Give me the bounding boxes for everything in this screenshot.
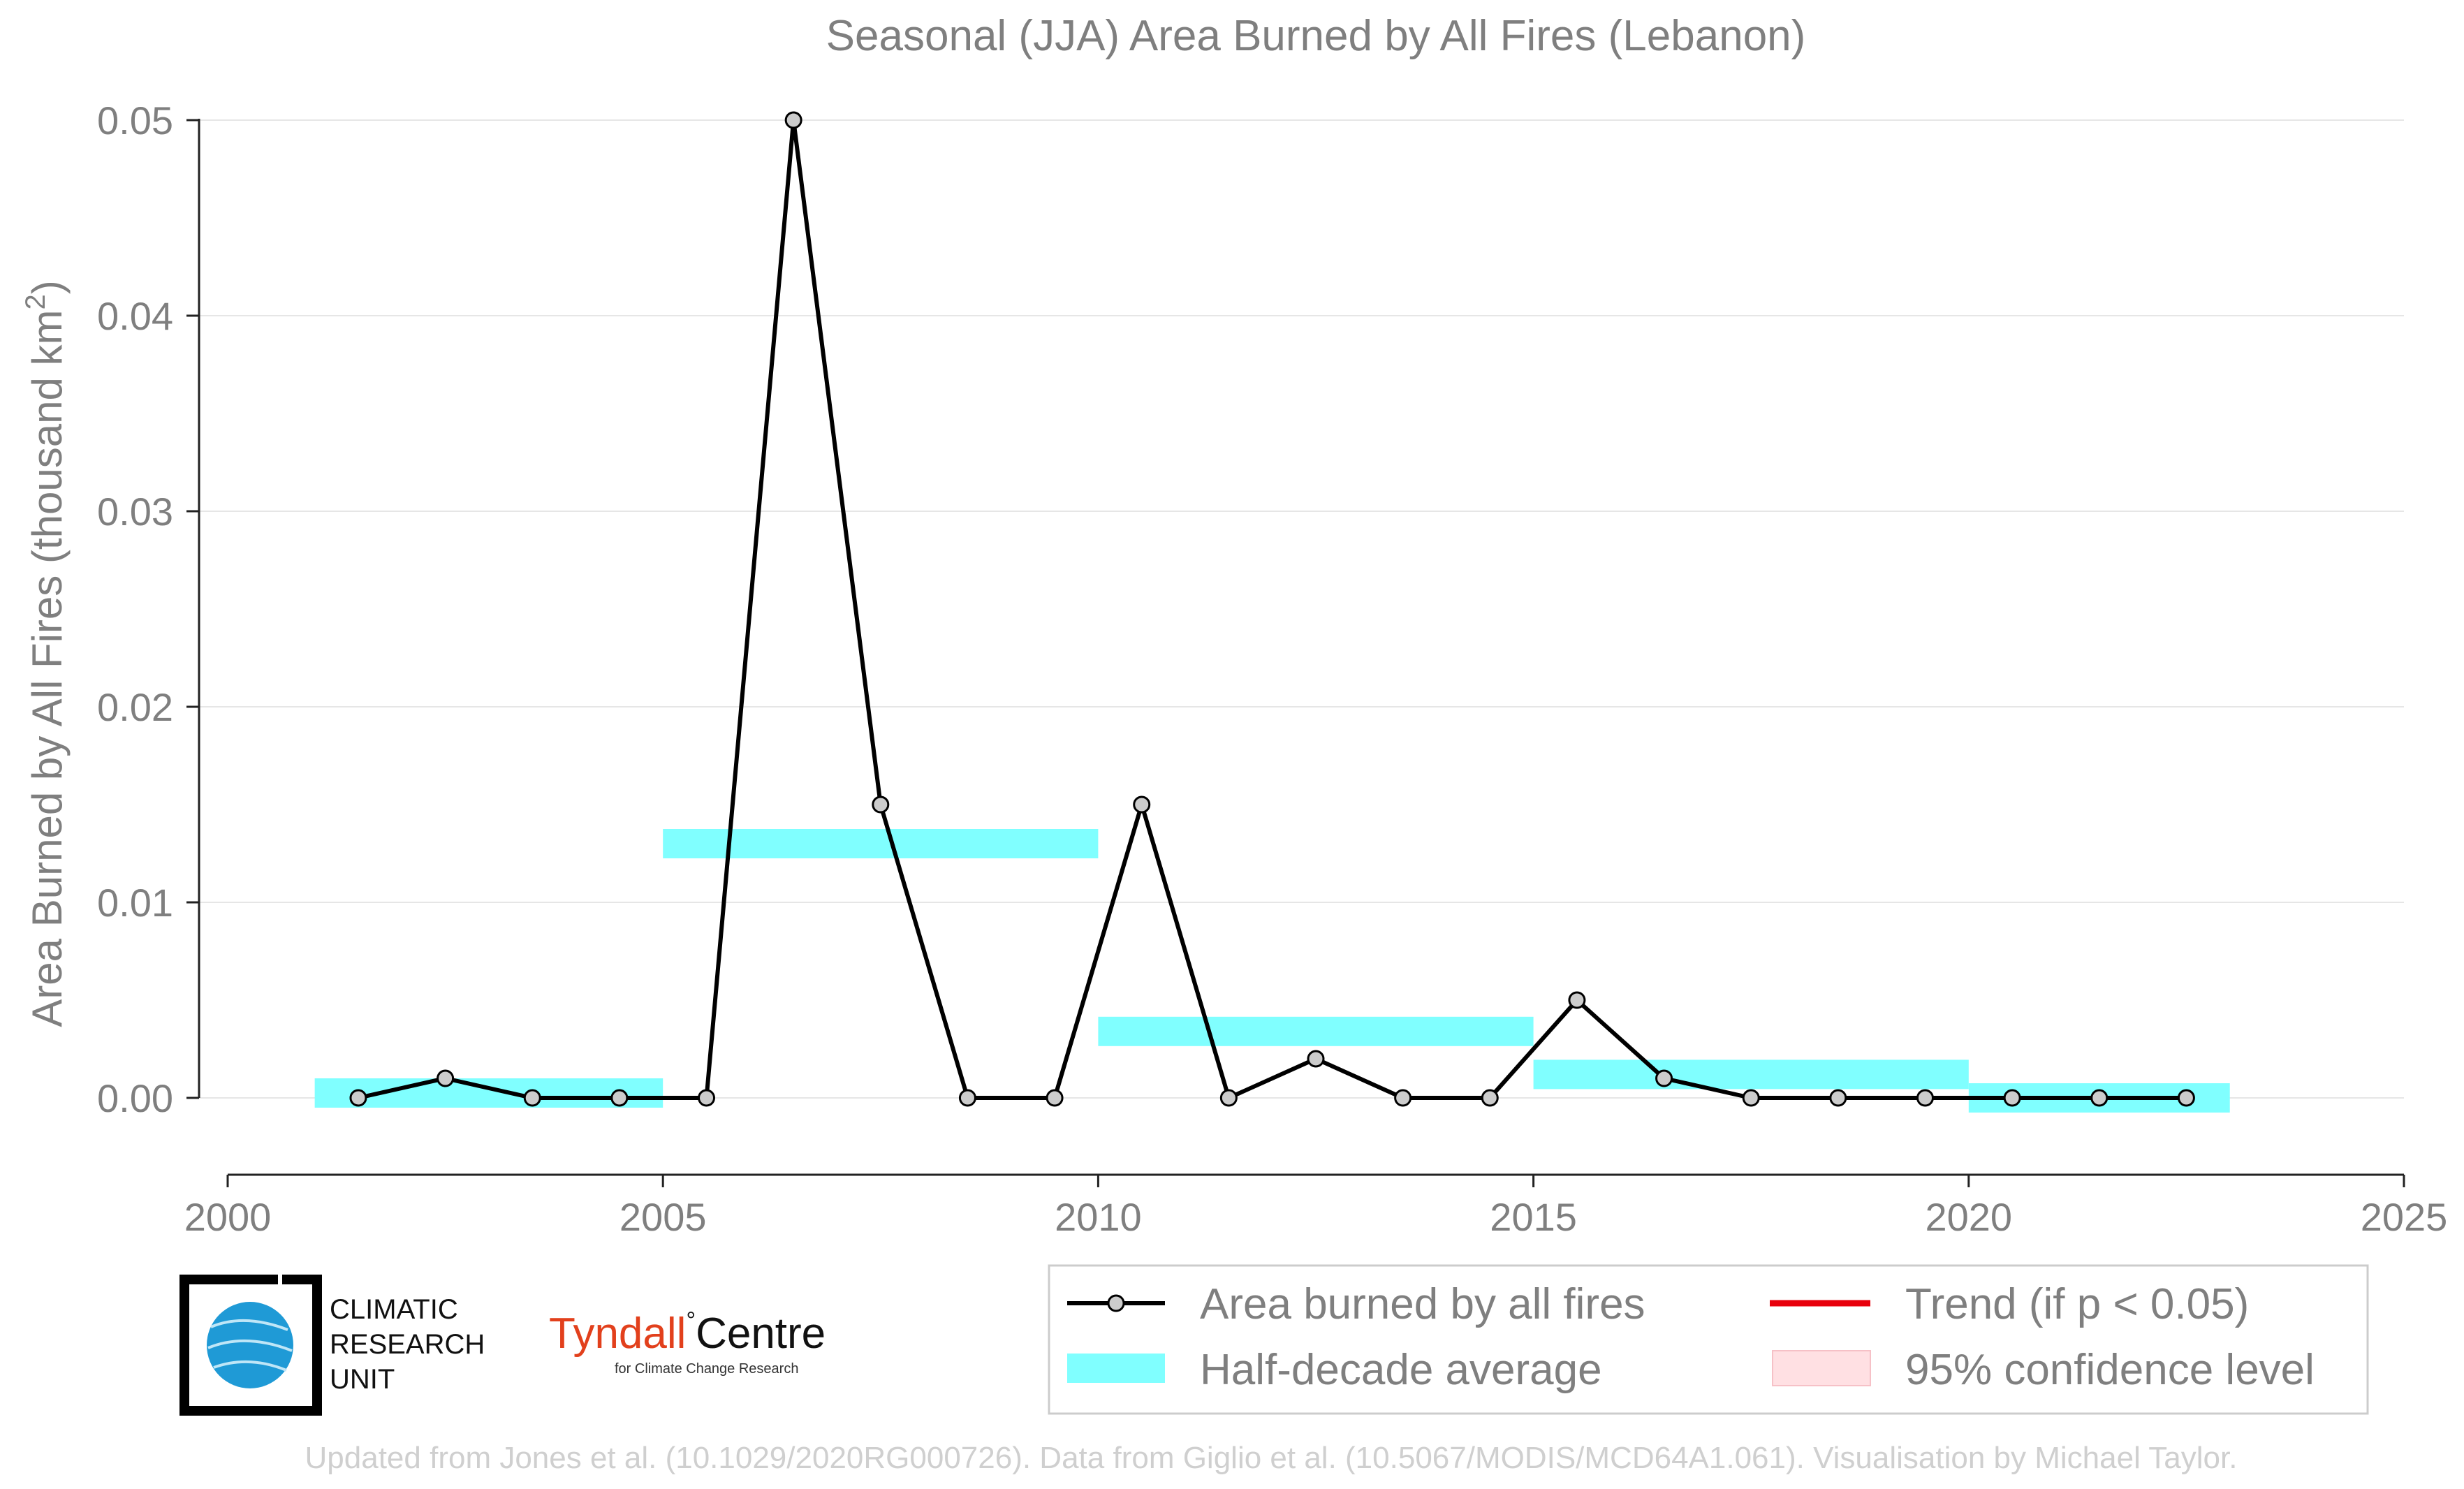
data-point — [1394, 1089, 1412, 1107]
y-axis-label: Area Burned by All Fires (thousand km2) — [20, 280, 71, 1027]
y-tick-label: 0.05 — [97, 98, 173, 142]
tyndall-logo-name: Tyndall°Centre — [549, 1307, 826, 1358]
y-tick-label: 0.00 — [97, 1076, 173, 1120]
data-point — [1655, 1069, 1673, 1087]
tyndall-logo: Tyndall°Centre for Climate Change Resear… — [549, 1307, 826, 1377]
data-point — [2003, 1089, 2021, 1107]
x-tick-label: 2025 — [2361, 1195, 2448, 1239]
y-axis-label-superscript: 2 — [20, 294, 51, 309]
cru-logo-line-1: CLIMATIC — [330, 1294, 458, 1325]
data-point — [1742, 1089, 1760, 1107]
cru-globe-swirl-icon — [207, 1319, 293, 1372]
credit-line: Updated from Jones et al. (10.1029/2020R… — [305, 1441, 2238, 1475]
data-point — [523, 1089, 541, 1107]
y-tick-label: 0.04 — [97, 294, 173, 338]
half-decade-band — [1098, 1016, 1534, 1046]
data-point — [1219, 1089, 1238, 1107]
legend-marker-icon — [1107, 1294, 1125, 1312]
data-point — [437, 1069, 455, 1087]
data-point — [698, 1089, 716, 1107]
legend-item-half-decade: Half-decade average — [1067, 1346, 1602, 1394]
legend-confidence-patch-icon — [1772, 1350, 1871, 1386]
legend-label-area-burned: Area burned by all fires — [1200, 1280, 1645, 1328]
legend-box — [1048, 1264, 2369, 1415]
data-series — [349, 111, 2195, 1107]
tyndall-degree-icon: ° — [686, 1307, 696, 1334]
data-point — [610, 1089, 629, 1107]
y-ticks: 0.00 0.01 0.02 0.03 0.04 0.05 — [97, 98, 199, 1120]
cru-logo: CLIMATIC RESEARCH UNIT — [179, 1275, 485, 1416]
half-decade-band — [663, 829, 1099, 858]
legend-label-confidence: 95% confidence level — [1905, 1346, 2315, 1394]
data-point — [1916, 1089, 1934, 1107]
data-point — [2177, 1089, 2195, 1107]
x-tick-label: 2005 — [619, 1195, 707, 1239]
legend-band-icon — [1067, 1354, 1165, 1383]
x-tick-label: 2020 — [1926, 1195, 2013, 1239]
x-ticks: 2000 2005 2010 2015 2020 2025 — [184, 1175, 2448, 1239]
legend-item-confidence: 95% confidence level — [1772, 1346, 2315, 1394]
y-tick-label: 0.02 — [97, 685, 173, 729]
cru-logo-line-2: RESEARCH — [330, 1329, 485, 1360]
series-line — [358, 118, 2187, 1100]
legend: Area burned by all fires Trend (if p < 0… — [1048, 1264, 2369, 1415]
axes — [198, 119, 2404, 1176]
cru-logo-line-3: UNIT — [330, 1364, 395, 1395]
half-decade-average-bands — [314, 829, 2230, 1113]
data-point — [1829, 1089, 1847, 1107]
data-point — [1046, 1089, 1064, 1107]
x-tick-label: 2000 — [184, 1195, 272, 1239]
data-point — [1481, 1089, 1499, 1107]
data-point — [1133, 795, 1151, 814]
y-tick-label: 0.01 — [97, 881, 173, 925]
tyndall-logo-subtitle: for Climate Change Research — [615, 1361, 798, 1377]
legend-item-area-burned: Area burned by all fires — [1067, 1280, 1645, 1328]
x-tick-label: 2010 — [1055, 1195, 1142, 1239]
legend-label-trend: Trend (if p < 0.05) — [1905, 1280, 2249, 1328]
data-point — [958, 1089, 976, 1107]
legend-label-half-decade: Half-decade average — [1200, 1346, 1602, 1394]
chart-title: Seasonal (JJA) Area Burned by All Fires … — [826, 12, 1806, 60]
data-point — [1568, 991, 1586, 1009]
legend-item-trend: Trend (if p < 0.05) — [1770, 1280, 2249, 1328]
x-tick-label: 2015 — [1490, 1195, 1577, 1239]
half-decade-band — [1533, 1059, 1969, 1090]
cru-bracket-right-icon — [208, 1275, 322, 1416]
data-point — [349, 1089, 367, 1107]
gridlines — [199, 119, 2404, 1099]
y-tick-label: 0.03 — [97, 490, 173, 534]
data-point — [784, 111, 802, 129]
half-decade-band — [314, 1078, 663, 1108]
data-point — [2090, 1089, 2109, 1107]
data-point — [1307, 1050, 1325, 1068]
data-point — [872, 795, 890, 814]
